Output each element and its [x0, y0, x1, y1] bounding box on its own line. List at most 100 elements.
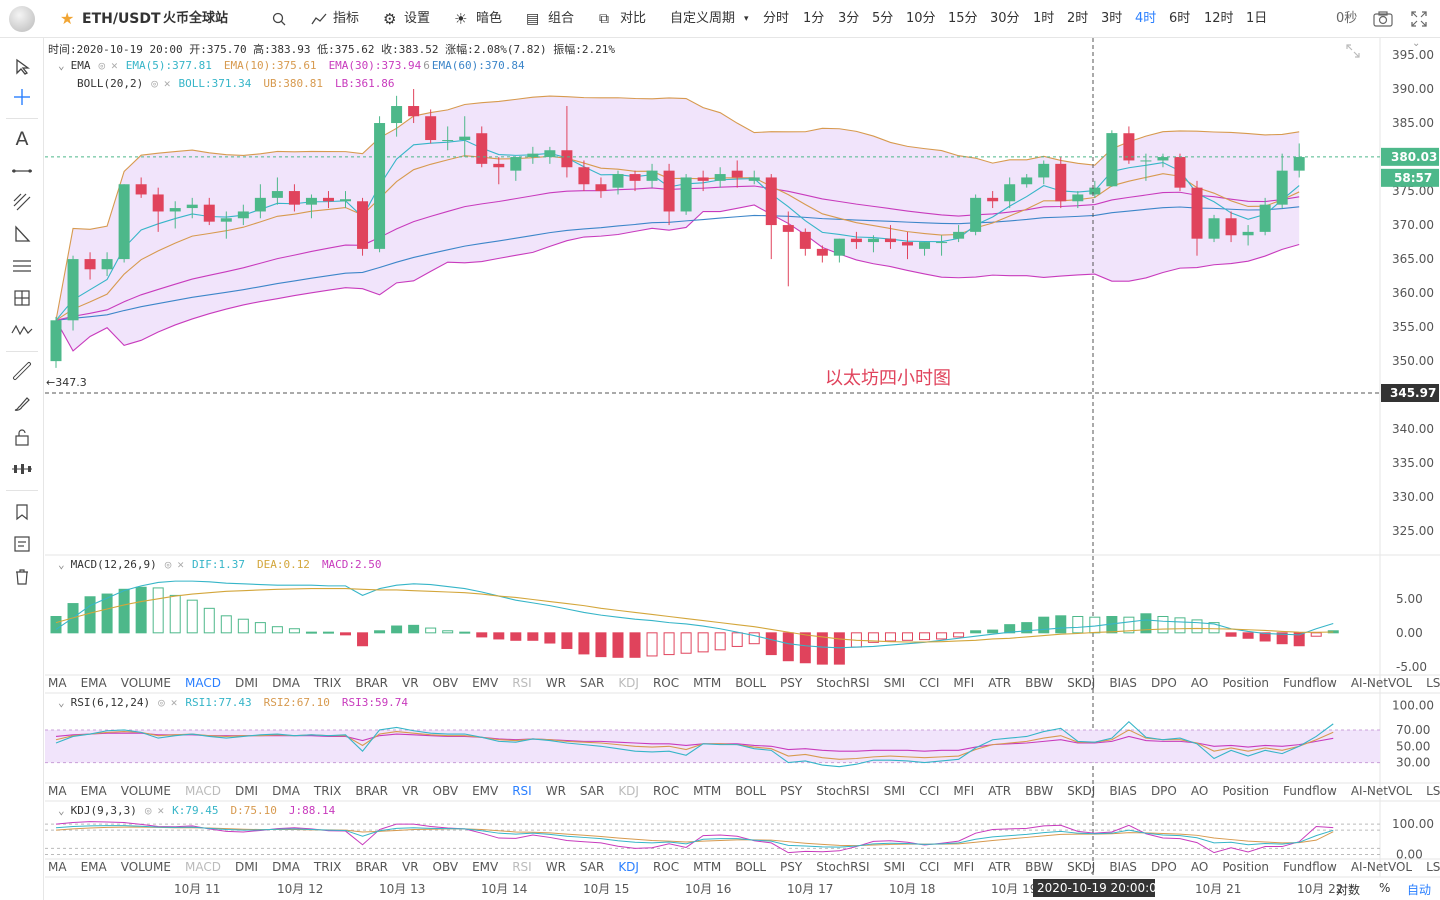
- eye-icon[interactable]: ◎: [144, 804, 152, 817]
- indicator-tab-trix[interactable]: TRIX: [313, 676, 342, 690]
- indicator-tab-bbw[interactable]: BBW: [1025, 860, 1054, 874]
- indicator-tab-ai-netvol[interactable]: AI-NetVOL: [1350, 860, 1413, 874]
- indicator-tab-bias[interactable]: BIAS: [1109, 676, 1137, 690]
- collapse-chevron-icon[interactable]: ⌄: [58, 804, 65, 817]
- indicator-tab-atr[interactable]: ATR: [988, 784, 1012, 798]
- compare-icon[interactable]: ⧉: [599, 11, 609, 27]
- wave-pattern-icon[interactable]: [8, 317, 36, 343]
- compare-button[interactable]: 对比: [620, 11, 647, 26]
- indicator-tab-atr[interactable]: ATR: [988, 676, 1012, 690]
- indicator-tab-emv[interactable]: EMV: [472, 676, 499, 690]
- indicator-tab-vr[interactable]: VR: [401, 676, 419, 690]
- collapse-chevron-icon[interactable]: ⌄: [58, 558, 65, 571]
- custom-period-dropdown[interactable]: 自定义周期: [670, 11, 736, 26]
- eye-icon[interactable]: ◎: [98, 59, 106, 72]
- indicator-tab-sar[interactable]: SAR: [579, 860, 605, 874]
- chevron-down-icon[interactable]: ▾: [744, 14, 749, 24]
- indicator-tab-fundflow[interactable]: Fundflow: [1283, 784, 1337, 798]
- period-6时[interactable]: 6时: [1169, 11, 1191, 26]
- indicator-tab-mtm[interactable]: MTM: [693, 860, 722, 874]
- brush-icon[interactable]: [8, 391, 36, 417]
- indicator-tab-ai-netvol[interactable]: AI-NetVOL: [1350, 784, 1413, 798]
- period-10分[interactable]: 10分: [906, 11, 936, 26]
- indicator-tab-mfi[interactable]: MFI: [953, 676, 975, 690]
- indicator-tab-rsi[interactable]: RSI: [512, 860, 532, 874]
- indicator-tab-position[interactable]: Position: [1222, 784, 1270, 798]
- collapse-chevron-icon[interactable]: ⌄: [58, 59, 65, 72]
- expand-pane-icon[interactable]: [1345, 43, 1361, 59]
- indicator-tab-roc[interactable]: ROC: [652, 784, 680, 798]
- indicator-tab-volume[interactable]: VOLUME: [120, 860, 171, 874]
- indicator-tab-sar[interactable]: SAR: [579, 784, 605, 798]
- indicator-tab-volume[interactable]: VOLUME: [120, 784, 171, 798]
- settings-gear-icon[interactable]: ⚙: [383, 10, 397, 28]
- indicator-tab-ma[interactable]: MA: [48, 860, 67, 874]
- fibonacci-icon[interactable]: [8, 253, 36, 279]
- indicator-tab-lsur[interactable]: LSUR: [1426, 676, 1440, 690]
- indicator-tab-bbw[interactable]: BBW: [1025, 676, 1054, 690]
- indicator-tab-rsi[interactable]: RSI: [512, 784, 532, 798]
- indicator-tab-brar[interactable]: BRAR: [355, 676, 388, 690]
- period-分时[interactable]: 分时: [763, 11, 790, 26]
- indicator-tab-dmi[interactable]: DMI: [234, 676, 259, 690]
- indicator-tab-wr[interactable]: WR: [545, 676, 566, 690]
- indicator-tab-fundflow[interactable]: Fundflow: [1283, 676, 1337, 690]
- indicator-tab-wr[interactable]: WR: [545, 784, 566, 798]
- bookmark-icon[interactable]: [8, 499, 36, 525]
- measure-box-icon[interactable]: [8, 285, 36, 311]
- trash-icon[interactable]: [8, 564, 36, 590]
- period-1时[interactable]: 1时: [1033, 11, 1055, 26]
- indicator-tab-dma[interactable]: DMA: [272, 676, 300, 690]
- period-4时[interactable]: 4时: [1135, 11, 1157, 26]
- camera-icon[interactable]: [1373, 0, 1393, 38]
- indicator-tab-smi[interactable]: SMI: [883, 784, 906, 798]
- indicator-tab-mtm[interactable]: MTM: [693, 784, 722, 798]
- indicator-tab-ao[interactable]: AO: [1190, 784, 1209, 798]
- close-icon[interactable]: ✕: [163, 77, 171, 90]
- indicator-tab-skdj[interactable]: SKDJ: [1067, 860, 1096, 874]
- cursor-arrow-icon[interactable]: [8, 54, 36, 80]
- indicator-tab-rsi[interactable]: RSI: [512, 676, 532, 690]
- period-1分[interactable]: 1分: [803, 11, 825, 26]
- indicator-tab-mtm[interactable]: MTM: [693, 676, 722, 690]
- close-icon[interactable]: ✕: [177, 558, 184, 571]
- indicator-tab-emv[interactable]: EMV: [472, 860, 499, 874]
- indicator-tab-dmi[interactable]: DMI: [234, 784, 259, 798]
- indicator-tab-cci[interactable]: CCI: [919, 860, 940, 874]
- indicator-tab-kdj[interactable]: KDJ: [618, 676, 639, 690]
- symbol-name[interactable]: ETH/USDT: [82, 11, 161, 27]
- eye-icon[interactable]: ◎: [151, 77, 158, 90]
- dark-mode-sun-icon[interactable]: ☀: [454, 10, 468, 28]
- indicator-tab-macd[interactable]: MACD: [184, 676, 221, 690]
- indicator-tab-atr[interactable]: ATR: [988, 860, 1012, 874]
- indicator-tab-vr[interactable]: VR: [401, 784, 419, 798]
- indicator-tab-obv[interactable]: OBV: [432, 676, 459, 690]
- fullscreen-icon[interactable]: [1411, 0, 1427, 38]
- indicator-tab-dpo[interactable]: DPO: [1150, 784, 1177, 798]
- layout-button[interactable]: 组合: [548, 11, 575, 26]
- period-1日[interactable]: 1日: [1246, 11, 1268, 26]
- percent-scale-toggle[interactable]: %: [1379, 881, 1391, 895]
- favorite-star-icon[interactable]: ★: [60, 9, 75, 28]
- indicator-tab-mfi[interactable]: MFI: [953, 784, 975, 798]
- indicator-tab-trix[interactable]: TRIX: [313, 784, 342, 798]
- horizontal-line-icon[interactable]: [8, 158, 36, 184]
- indicator-tab-wr[interactable]: WR: [545, 860, 566, 874]
- indicator-tab-ao[interactable]: AO: [1190, 860, 1209, 874]
- indicator-tab-brar[interactable]: BRAR: [355, 784, 388, 798]
- period-3分[interactable]: 3分: [838, 11, 860, 26]
- eye-icon[interactable]: ◎: [164, 558, 172, 571]
- indicator-tab-obv[interactable]: OBV: [432, 784, 459, 798]
- indicator-tab-smi[interactable]: SMI: [883, 860, 906, 874]
- exchange-name[interactable]: 火币全球站: [163, 11, 229, 26]
- indicator-tab-ema[interactable]: EMA: [80, 860, 107, 874]
- dark-mode-button[interactable]: 暗色: [476, 11, 503, 26]
- indicator-tab-roc[interactable]: ROC: [652, 860, 680, 874]
- indicator-tab-kdj[interactable]: KDJ: [618, 860, 639, 874]
- indicator-tab-bias[interactable]: BIAS: [1109, 784, 1137, 798]
- period-30分[interactable]: 30分: [990, 11, 1020, 26]
- indicator-tab-cci[interactable]: CCI: [919, 784, 940, 798]
- indicator-tab-psy[interactable]: PSY: [780, 860, 803, 874]
- search-icon[interactable]: [272, 0, 286, 38]
